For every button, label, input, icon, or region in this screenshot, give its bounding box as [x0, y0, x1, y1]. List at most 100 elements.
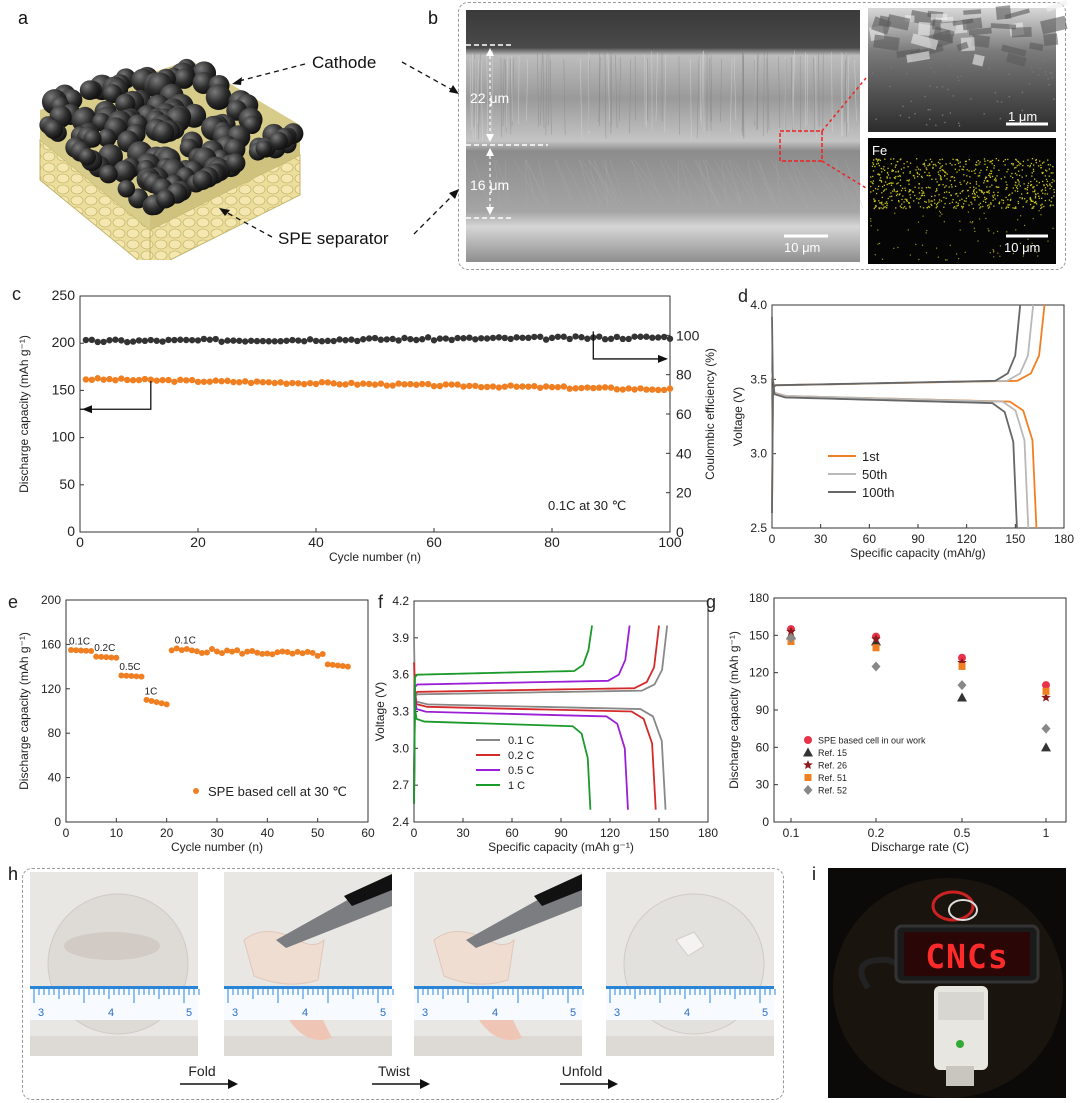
eds-dot: [962, 168, 964, 171]
eds-dot: [936, 205, 938, 208]
eds-dot: [1012, 252, 1014, 255]
eds-dot: [991, 175, 994, 178]
eds-dot: [904, 198, 906, 200]
eds-dot: [993, 164, 995, 167]
eds-dot: [870, 220, 872, 222]
sem-streak: [554, 159, 571, 201]
data-point: [135, 376, 143, 384]
panel-b-frame: [458, 2, 1066, 270]
eds-dot: [987, 228, 989, 230]
data-point: [495, 384, 503, 391]
data-point: [334, 662, 341, 669]
eds-dot: [880, 207, 882, 209]
eds-dot: [959, 161, 961, 163]
eds-dot: [980, 206, 982, 208]
eds-dot: [883, 166, 885, 168]
data-point: [244, 648, 251, 655]
eds-dot: [886, 202, 888, 205]
eds-dot: [914, 186, 916, 188]
eds-dot: [988, 206, 991, 208]
data-point: [242, 338, 249, 345]
data-point: [371, 334, 379, 342]
eds-dot: [954, 168, 957, 170]
y2-tick-label: 80: [676, 367, 692, 383]
eds-dot: [880, 181, 883, 183]
eds-dot: [925, 167, 927, 169]
data-point: [339, 663, 346, 670]
eds-dot: [943, 206, 945, 208]
eds-dot: [885, 201, 888, 203]
data-point: [348, 379, 355, 387]
eds-dot: [935, 190, 937, 193]
eds-dot: [951, 176, 954, 178]
eds-dot: [917, 221, 920, 223]
eds-dot: [898, 201, 900, 203]
eds-dot: [919, 169, 922, 171]
eds-dot: [969, 186, 971, 189]
eds-dot: [1004, 164, 1006, 166]
data-point: [147, 376, 154, 383]
data-point: [554, 333, 562, 340]
data-point: [301, 380, 308, 388]
legend-label: Ref. 52: [818, 786, 847, 796]
eds-dot: [937, 256, 939, 258]
data-point: [354, 337, 361, 345]
eds-dot: [955, 201, 957, 203]
eds-dot: [972, 191, 975, 193]
eds-dot: [905, 207, 907, 210]
data-point: [277, 337, 284, 345]
eds-dot: [981, 191, 983, 193]
eds-dot: [925, 201, 927, 203]
data-point: [206, 336, 213, 343]
eds-dot: [880, 203, 883, 205]
eds-dot: [1040, 204, 1042, 206]
eds-dot: [1017, 200, 1019, 203]
thickness-cathode: 22 μm: [470, 90, 509, 106]
sem-streak: [695, 159, 722, 210]
eds-dot: [1026, 189, 1028, 191]
eds-dot: [870, 180, 872, 183]
eds-dot: [902, 207, 904, 209]
eds-dot: [909, 172, 911, 174]
eds-dot: [937, 171, 940, 173]
data-point: [178, 647, 185, 654]
eds-dot: [919, 197, 922, 199]
eds-dot: [902, 172, 905, 174]
eds-dot: [928, 199, 930, 201]
charge-curve: [413, 625, 631, 804]
legend-label: 0.2 C: [508, 750, 534, 762]
data-point: [106, 337, 113, 344]
eds-dot: [907, 166, 909, 168]
data-point: [143, 696, 150, 703]
eds-dot: [956, 205, 958, 207]
eds-dot: [961, 207, 964, 209]
eds-dot: [907, 229, 909, 231]
data-point: [294, 648, 301, 655]
y-tick-label: 100: [52, 429, 76, 445]
sem-streak: [594, 159, 614, 203]
data-point: [607, 384, 615, 391]
eds-dot: [1039, 160, 1041, 162]
eds-dot: [870, 185, 872, 188]
eds-dot: [916, 171, 918, 174]
eds-dot: [909, 206, 911, 209]
data-point: [163, 701, 170, 708]
eds-dot: [909, 170, 911, 173]
data-point: [666, 335, 674, 342]
sem-grain: [952, 18, 974, 26]
data-point: [324, 337, 331, 345]
data-point: [613, 386, 621, 393]
eds-dot: [934, 163, 936, 166]
eds-dot: [982, 205, 984, 208]
eds-dot: [998, 169, 1000, 171]
eds-dot: [963, 180, 965, 182]
sem-grain: [949, 112, 952, 114]
x-tick-label: 90: [554, 826, 568, 840]
scale-bar-eds: 10 μm: [1004, 240, 1040, 255]
eds-dot: [879, 179, 881, 182]
eds-dot: [1002, 160, 1005, 162]
sem-streak: [474, 58, 477, 139]
data-point: [407, 335, 414, 343]
data-point: [413, 336, 420, 344]
